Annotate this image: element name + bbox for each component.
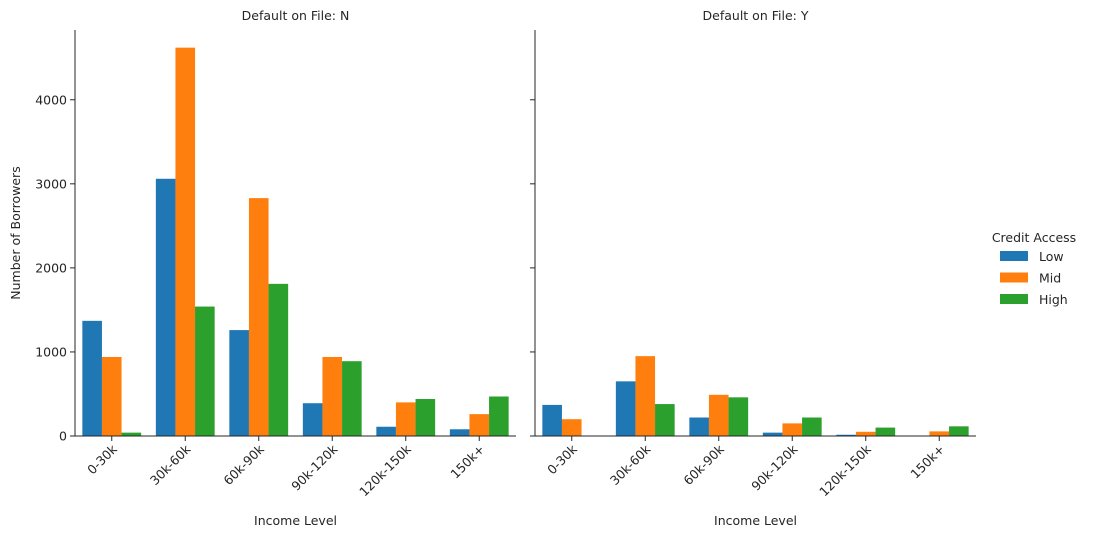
bar-high-90k-120k	[802, 417, 822, 436]
bar-low-60k-90k	[689, 417, 709, 436]
bar-mid-90k-120k	[322, 356, 343, 436]
bar-high-30k-60k	[195, 306, 215, 436]
bar-low-90k-120k	[762, 432, 783, 436]
x-tick-label: 150k+	[447, 442, 487, 482]
bar-mid-120k-150k	[855, 431, 876, 436]
bar-mid-90k-120k	[782, 423, 803, 436]
x-tick-label: 120k-150k	[356, 441, 414, 499]
bar-low-120k-150k	[836, 434, 856, 436]
legend-title: Credit Access	[992, 230, 1076, 245]
bar-mid-30k-60k	[175, 47, 196, 437]
bar-mid-30k-60k	[635, 356, 656, 436]
bar-low-90k-120k	[302, 403, 323, 436]
y-tick-label: 1000	[35, 344, 67, 359]
bar-low-120k-150k	[376, 426, 396, 436]
bar-low-150k+	[449, 429, 470, 436]
x-tick-label: 0-30k	[84, 441, 120, 477]
bar-high-120k-150k	[875, 427, 896, 436]
legend-label-low: Low	[1039, 249, 1064, 264]
x-tick-label: 90k-120k	[748, 441, 801, 494]
y-tick-label: 4000	[35, 92, 67, 107]
legend-swatch-high	[1000, 294, 1028, 304]
panel-2: Default on File: Y 0-30k 30k-60k 60k-90k 90k…	[530, 8, 976, 528]
legend: Credit Access Low Mid High	[992, 230, 1076, 307]
bar-high-90k-120k	[342, 361, 362, 436]
bar-low-30k-60k	[155, 178, 176, 436]
x-tick-label: 150k+	[907, 442, 947, 482]
x-tick-label: 90k-120k	[288, 441, 341, 494]
bar-high-0-30k	[121, 432, 142, 436]
bar-high-120k-150k	[415, 399, 436, 436]
x-tick-label: 30k-60k	[147, 441, 194, 488]
bar-high-150k+	[949, 426, 969, 436]
bar-mid-0-30k	[561, 419, 582, 436]
bar-high-150k+	[489, 396, 509, 436]
panel-title: Default on File: N	[242, 8, 350, 23]
x-axis-label: Income Level	[714, 513, 797, 528]
x-tick-label: 30k-60k	[607, 441, 654, 488]
y-tick-label: 2000	[35, 260, 67, 275]
panel-1: Default on File: N 0 1000 2000 3000 4000 0-30k…	[35, 8, 516, 528]
bar-mid-120k-150k	[395, 402, 416, 436]
bar-low-0-30k	[542, 404, 562, 436]
x-tick-label: 120k-150k	[816, 441, 874, 499]
legend-swatch-low	[1000, 251, 1028, 261]
x-axis-label: Income Level	[254, 513, 337, 528]
x-tick-label: 0-30k	[544, 441, 580, 477]
bar-low-0-30k	[82, 320, 102, 436]
y-tick-label: 0	[59, 429, 67, 444]
bar-mid-150k+	[469, 414, 490, 436]
bar-mid-60k-90k	[248, 198, 269, 436]
bar-mid-0-30k	[101, 356, 122, 436]
legend-label-high: High	[1039, 292, 1068, 307]
y-tick-label: 3000	[35, 176, 67, 191]
x-tick-label: 60k-90k	[680, 441, 727, 488]
bar-high-30k-60k	[655, 404, 675, 436]
x-tick-label: 60k-90k	[220, 441, 267, 488]
bar-high-60k-90k	[728, 397, 749, 436]
legend-label-mid: Mid	[1039, 271, 1061, 286]
panel-title: Default on File: Y	[703, 8, 809, 23]
legend-swatch-mid	[1000, 272, 1028, 283]
bar-high-60k-90k	[268, 283, 289, 436]
bar-mid-60k-90k	[708, 394, 729, 436]
bar-low-30k-60k	[615, 381, 636, 436]
y-axis-label: Number of Borrowers	[8, 166, 23, 299]
bar-low-60k-90k	[229, 330, 249, 436]
bar-mid-150k+	[929, 431, 950, 436]
